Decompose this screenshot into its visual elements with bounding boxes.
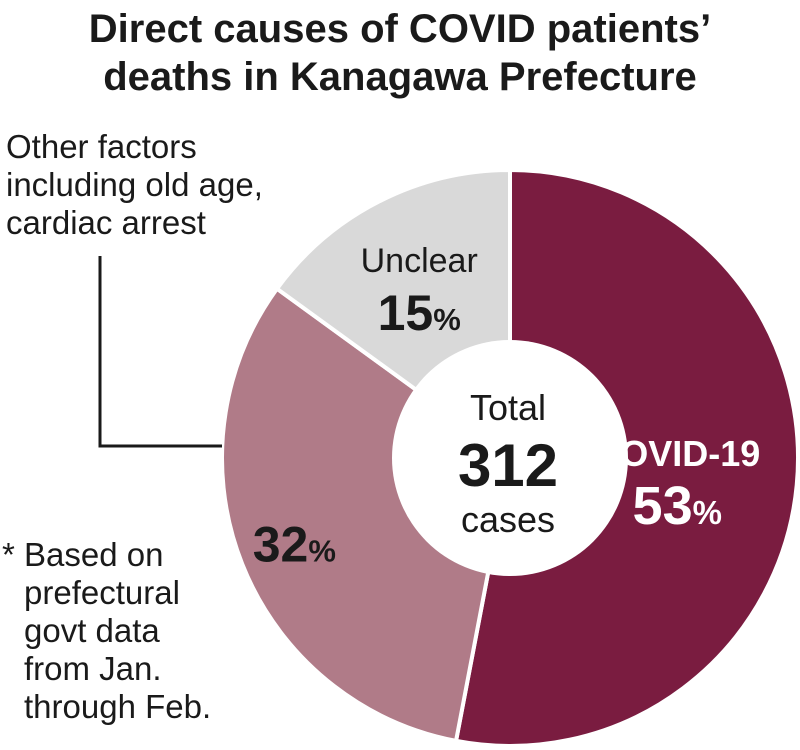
callout-note: Other factors including old age, cardiac… — [6, 128, 306, 242]
footnote-line-4: from Jan. — [24, 650, 162, 687]
footnote-line-5: through Feb. — [24, 688, 212, 725]
footnote: * Based on prefectural govt data from Ja… — [2, 536, 302, 726]
footnote-line-2: prefectural — [24, 574, 180, 611]
center-total-label: Total — [470, 387, 546, 428]
callout-line-1: Other factors — [6, 128, 197, 165]
callout-line-2: including old age, — [6, 166, 263, 203]
slice-name-label: COVID-19 — [594, 433, 760, 474]
footnote-line-3: govt data — [24, 612, 160, 649]
center-total-unit: cases — [461, 499, 555, 540]
slice-percent-label: 15% — [378, 285, 461, 341]
chart-title-line-1: Direct causes of COVID patients’ — [88, 7, 712, 51]
slice-name-label: Unclear — [361, 242, 478, 280]
footnote-line-1: * Based on — [2, 536, 164, 573]
slice-percent-label: 53% — [633, 476, 722, 536]
chart-title-line-2: deaths in Kanagawa Prefecture — [103, 55, 697, 99]
pie-slice-other-factors — [220, 285, 513, 744]
center-total-value: 312 — [458, 432, 558, 499]
callout-leader-line — [98, 256, 222, 448]
donut-center-hole — [392, 340, 628, 576]
slice-percent-label: 32% — [253, 516, 336, 572]
callout-line-3: cardiac arrest — [6, 204, 206, 241]
